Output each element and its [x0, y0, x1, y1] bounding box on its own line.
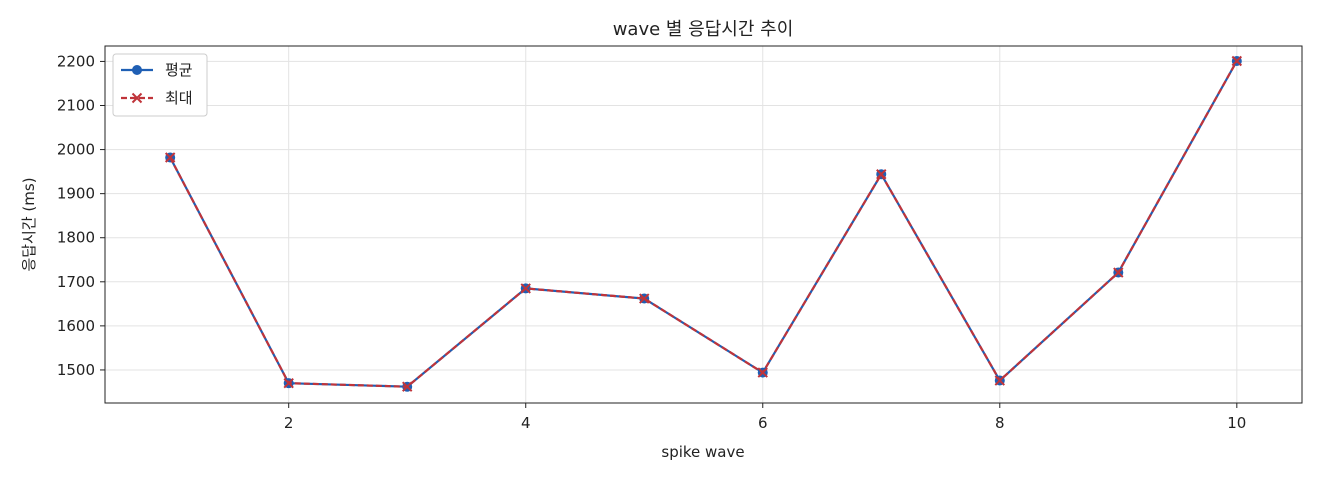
legend-label: 최대 [165, 89, 193, 107]
y-tick-label: 2200 [57, 52, 95, 70]
series-1 [165, 55, 1242, 392]
data-point-marker [402, 381, 413, 392]
x-tick-label: 6 [758, 414, 768, 432]
x-axis-title: spike wave [661, 443, 744, 461]
y-tick-label: 2100 [57, 97, 95, 115]
data-point-marker [876, 169, 887, 180]
grid [105, 46, 1302, 403]
y-tick-label: 1700 [57, 273, 95, 291]
x-tick-label: 8 [995, 414, 1005, 432]
x-tick-label: 4 [521, 414, 531, 432]
y-tick-label: 1500 [57, 361, 95, 379]
legend-box [112, 53, 208, 117]
y-tick-label: 1600 [57, 317, 95, 335]
data-point-marker [757, 367, 768, 378]
x-tick-label: 10 [1227, 414, 1246, 432]
plot-frame [104, 45, 1303, 404]
data-point-marker [520, 283, 531, 294]
ticks: 2 4 6 8 10 1500 1600 1700 1800 1900 2000 2100 2200 [57, 52, 1247, 432]
data-point-marker [164, 152, 176, 163]
y-tick-label: 1900 [57, 185, 95, 203]
data-point-marker [639, 293, 650, 304]
legend-item: 최대 [121, 89, 193, 107]
data-point-marker [994, 375, 1005, 386]
x-tick-label: 2 [284, 414, 294, 432]
series-line [169, 60, 1238, 388]
y-tick-label: 1800 [57, 229, 95, 247]
chart-title: wave 별 응답시간 추이 [613, 19, 794, 40]
series-line [169, 60, 1238, 388]
y-tick-label: 2000 [57, 141, 95, 159]
legend-label: 평균 [165, 61, 193, 79]
y-axis-title: 응답시간 (ms) [20, 177, 38, 271]
data-point-marker [283, 377, 294, 389]
series-2 [164, 55, 1243, 392]
data-point-marker [1231, 55, 1243, 67]
series-layer [164, 55, 1243, 392]
data-point-marker [1113, 267, 1124, 278]
data-point-marker [132, 65, 142, 75]
data-point-marker [131, 92, 143, 104]
legend-item: 평균 [121, 61, 193, 79]
